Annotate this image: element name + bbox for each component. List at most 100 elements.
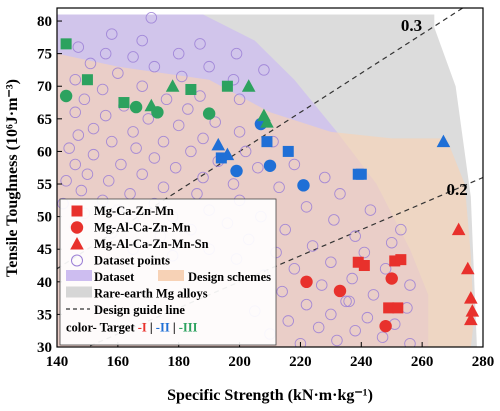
legend-marker-circle xyxy=(70,221,84,234)
legend-label: Dataset points xyxy=(94,254,170,268)
dataset-point xyxy=(239,145,252,158)
dataset-point xyxy=(176,70,188,83)
data-point-triangle xyxy=(260,115,274,128)
dataset-point xyxy=(395,223,407,236)
dataset-point xyxy=(340,295,352,308)
data-point-square xyxy=(215,152,227,164)
y-tick-label: 35 xyxy=(37,307,52,323)
data-point-circle xyxy=(59,89,73,103)
dataset-point xyxy=(136,34,148,47)
legend-label: Design guide line xyxy=(94,303,185,317)
y-tick-label: 55 xyxy=(37,177,52,193)
dataset-point xyxy=(282,315,295,327)
dataset-point xyxy=(99,47,112,60)
data-point-square xyxy=(185,83,197,95)
dataset-point xyxy=(69,106,82,119)
data-point-triangle xyxy=(436,134,451,148)
data-point-square xyxy=(392,302,404,314)
dataset-point xyxy=(185,145,197,158)
legend-label: Mg-Al-Ca-Zn-Mn xyxy=(94,221,191,235)
legend-label: Mg-Ca-Zn-Mn xyxy=(94,204,174,218)
dataset-point xyxy=(145,12,158,24)
legend-target-separator: | xyxy=(170,321,179,335)
dataset-point xyxy=(376,331,389,343)
data-point-square xyxy=(355,168,367,180)
x-tick-label: 280 xyxy=(472,354,495,370)
dataset-point xyxy=(78,93,91,106)
legend-label: Dataset xyxy=(94,270,135,284)
dataset-point xyxy=(230,47,243,60)
dataset-point xyxy=(197,132,209,145)
data-point-triangle xyxy=(464,312,478,326)
dataset-point xyxy=(233,93,246,106)
dataset-point xyxy=(312,321,325,334)
dataset-point xyxy=(127,126,139,138)
data-point-square xyxy=(261,136,273,148)
dataset-point xyxy=(136,80,148,92)
dataset-point xyxy=(331,334,343,347)
dataset-point xyxy=(343,295,355,308)
dataset-point xyxy=(209,116,221,128)
dataset-point xyxy=(84,57,97,70)
data-point-triangle xyxy=(144,98,159,112)
legend-target-item: -I xyxy=(138,321,147,335)
legend-label: Design schemes xyxy=(188,270,271,284)
dataset-point xyxy=(148,152,161,164)
dataset-point xyxy=(182,103,194,115)
dataset-point xyxy=(172,47,185,60)
x-tick-label: 200 xyxy=(228,354,251,370)
data-point-circle xyxy=(300,275,313,289)
x-tick-label: 260 xyxy=(411,354,434,370)
dataset-point xyxy=(315,279,328,291)
dataset-point xyxy=(99,109,112,122)
data-point-square xyxy=(389,255,401,267)
dataset-point xyxy=(300,201,313,213)
legend-marker-square xyxy=(71,205,83,217)
guide-line-label: 0.3 xyxy=(401,16,422,35)
data-point-circle xyxy=(333,284,347,298)
dataset-point xyxy=(227,178,240,190)
data-point-triangle xyxy=(241,79,256,92)
y-tick-label: 70 xyxy=(37,79,52,95)
x-tick-label: 240 xyxy=(350,354,373,370)
guide-line-label: 0.2 xyxy=(446,180,467,199)
dataset-point xyxy=(106,135,118,148)
legend-target-line: color- Target -I | -II | -III xyxy=(66,321,198,335)
legend-target-item: -II xyxy=(156,321,170,335)
data-point-circle xyxy=(385,272,398,285)
dataset-point xyxy=(276,285,288,298)
dataset-point xyxy=(203,60,215,73)
dataset-point xyxy=(87,148,100,161)
data-point-triangle xyxy=(220,147,235,161)
dataset-point xyxy=(288,263,301,275)
legend-swatch-rare-earth xyxy=(66,286,92,298)
data-point-triangle xyxy=(211,137,226,151)
legend-swatch-design xyxy=(158,270,184,281)
dataset-point xyxy=(252,161,264,174)
legend-marker-triangle xyxy=(70,237,84,250)
data-point-square xyxy=(395,254,407,266)
legend-target-prefix: color- Target xyxy=(66,321,138,335)
data-point-circle xyxy=(297,179,310,192)
data-point-square xyxy=(352,256,364,268)
dataset-point xyxy=(349,230,361,242)
data-point-triangle xyxy=(460,261,475,275)
dataset-point xyxy=(142,113,155,125)
dataset-point xyxy=(404,279,416,291)
dataset-point xyxy=(169,161,182,174)
dataset-point xyxy=(75,184,88,197)
data-point-square xyxy=(383,302,395,314)
dataset-point xyxy=(172,119,185,132)
legend-target-item: -III xyxy=(179,321,198,335)
dataset-point xyxy=(69,73,82,86)
dataset-point xyxy=(72,129,85,141)
dataset-point xyxy=(349,324,361,337)
dataset-point xyxy=(227,73,240,86)
data-point-circle xyxy=(379,319,392,333)
x-tick-label: 160 xyxy=(107,354,130,370)
dataset-point xyxy=(233,126,246,138)
dataset-point xyxy=(319,171,331,184)
data-point-circle xyxy=(263,159,277,172)
dataset-point xyxy=(288,158,301,171)
dataset-point xyxy=(63,142,75,154)
